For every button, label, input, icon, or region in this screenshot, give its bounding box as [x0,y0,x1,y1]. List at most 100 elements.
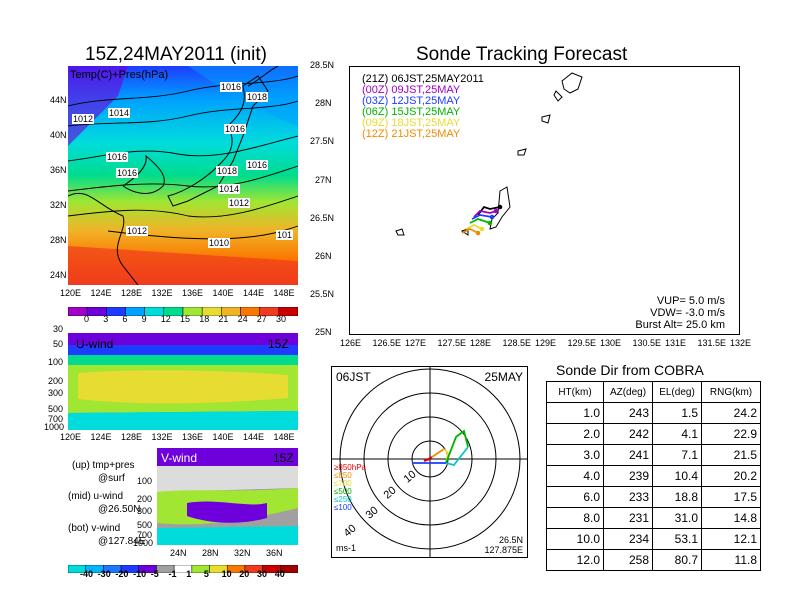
u-wind-label: U-wind [76,337,114,351]
isobar-label: 101 [276,230,294,240]
sonde-track-map: (21Z) 06JST,25MAY2011 (00Z) 09JST,25MAY (0… [349,66,740,335]
v-wind-x-tick: 36N [266,548,283,558]
sonde-map-lon-tick: 131E [665,338,687,348]
wind-colorbar-label: 5 [203,569,209,579]
sonde-map-lon-tick: 130.5E [632,338,662,348]
pressure-level-item: ≤850 [334,471,352,480]
sonde-map-lat-tick: 28.5N [310,60,335,70]
wind-colorbar-label: -30 [97,569,111,579]
sonde-table-cell: 17.5 [701,486,761,508]
sonde-table-header-cell: EL(deg) [652,381,702,403]
sonde-map-lon-tick: 127.5E [437,338,467,348]
legend-up: (up) tmp+pres [72,460,135,471]
sonde-map-lon-tick: 128.5E [502,338,532,348]
map-lon-tick: 128E [121,288,143,298]
burst-points [475,204,503,236]
hodograph-lon: 127.875E [484,545,523,555]
map-lat-tick: 40N [50,130,67,140]
hodograph-svg [332,367,527,557]
sonde-table-cell: 3.0 [546,444,604,466]
track-legend-item: (12Z) 21JST,25MAY [362,128,461,140]
sonde-table-header-cell: AZ(deg) [603,381,653,403]
sonde-map-lat-tick: 26.5N [310,212,335,223]
v-wind-y-tick: 300 [137,506,153,516]
wind-colorbar-label: -10 [133,569,147,579]
sonde-table-cell: 20.2 [701,465,761,487]
vup-info: VUP= 5.0 m/s [656,295,725,307]
legend-bot: (bot) v-wind [68,523,121,534]
sonde-table-row: 4.0 239 10.4 20.2 [546,465,761,487]
temperature-colorbar [67,303,299,317]
sonde-table-wrapper: HT(km) AZ(deg) EL(deg) RNG(km) 1.0 243 1.5 24.… [546,381,761,571]
track-legend-item: (21Z) 06JST,25MAY2011 [362,73,484,85]
u-wind-y-tick: 1000 [44,422,65,432]
sonde-table-cell: 258 [603,549,653,571]
track-legend-item: (03Z) 12JST,25MAY [362,95,461,107]
sonde-table-cell: 18.8 [652,486,702,508]
u-wind-x-tick: 128E [121,432,143,442]
map-lat-tick: 28N [50,235,67,245]
track-legend-item: (09Z) 18JST,25MAY [362,117,461,129]
pressure-level-item: ≤700 [334,479,352,488]
sonde-table-cell: 231 [603,507,653,529]
isobar-label: 1012 [126,226,149,236]
wind-colorbar-label: 1 [186,569,192,579]
hodograph-panel: 06JST 25MAY 10 20 30 40 ≥850hPa ≤850 ≤700 ≤500… [331,366,528,558]
sonde-table-cell: 12.0 [546,549,604,571]
sonde-map-lon-tick: 126.5E [372,338,402,348]
sonde-table-cell: 243 [603,402,653,424]
sonde-table-header-cell: HT(km) [546,381,604,403]
v-wind-y-tick: 700 [137,530,153,540]
v-wind-x-tick: 32N [234,548,251,558]
sonde-map-lat-tick: 27.5N [310,136,335,147]
sonde-map-lon-tick: 129E [535,338,557,348]
u-wind-panel: U-wind 15Z [68,333,298,430]
u-wind-svg [68,333,298,430]
map-lat-tick: 44N [50,95,67,105]
map-lat-tick: 32N [50,200,67,210]
sonde-table-cell: 14.8 [701,507,761,529]
sonde-table-row: 12.0 258 80.7 11.8 [546,549,761,571]
map-lat-tick: 24N [50,270,67,280]
sonde-table-header: HT(km) AZ(deg) EL(deg) RNG(km) [546,381,761,403]
isobar-label: 1016 [246,160,269,170]
u-wind-x-tick: 144E [243,432,265,442]
u-wind-x-tick: 140E [212,432,234,442]
sonde-table-cell: 24.2 [701,402,761,424]
v-wind-y-tick: 100 [137,476,153,486]
u-wind-x-tick: 120E [60,432,82,442]
range-rings [332,367,527,557]
sonde-table-cell: 22.9 [701,423,761,445]
isobar-label: 1010 [208,238,231,248]
sonde-table-cell: 4.1 [652,423,702,445]
u-wind-x-tick: 136E [182,432,204,442]
isobar-label: 1012 [228,198,251,208]
hodograph-unit: ms-1 [336,543,356,553]
wind-colorbar-label: 40 [274,569,285,579]
map-lon-tick: 144E [243,288,265,298]
u-wind-y-tick: 100 [48,357,64,367]
temp-colorbar-label: 0 [84,314,90,324]
sonde-table-cell: 234 [603,528,653,550]
sonde-table-cell: 242 [603,423,653,445]
legend-mid: (mid) u-wind [68,491,124,502]
sonde-track-svg [395,72,583,236]
map-lon-tick: 124E [90,288,112,298]
wind-colorbar-label: -20 [115,569,129,579]
map-lon-tick: 120E [60,288,82,298]
pressure-level-item: ≤500 [334,487,352,496]
sonde-table-title: Sonde Dir from COBRA [556,362,704,378]
wind-colorbar-label: -40 [80,569,94,579]
map-lon-tick: 148E [273,288,295,298]
sonde-map-lat-tick: 25N [315,327,332,338]
sonde-table-cell: 7.1 [652,444,702,466]
map-lat-tick: 36N [50,165,67,175]
sonde-table-cell: 4.0 [546,465,604,487]
v-wind-y-tick: 1000 [133,538,154,548]
temp-colorbar-label: 9 [141,314,147,324]
sonde-table-row: 3.0 241 7.1 21.5 [546,444,761,466]
sonde-table-cell: 10.0 [546,528,604,550]
sonde-map-lon-tick: 132E [730,338,752,348]
map-lon-tick: 132E [151,288,173,298]
track-legend-item: (06Z) 15JST,25MAY [362,106,461,118]
